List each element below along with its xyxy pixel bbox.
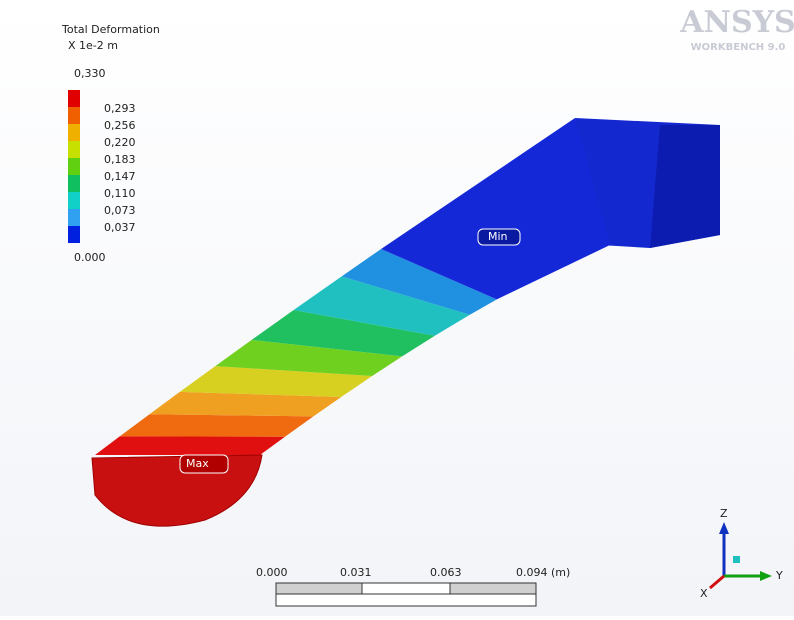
legend-swatch	[68, 90, 80, 107]
legend-label: 0.000	[74, 251, 106, 264]
legend-label: 0,220	[104, 136, 136, 149]
scale-segment	[450, 583, 536, 594]
scale-segment	[362, 583, 450, 594]
legend-label: 0,293	[104, 102, 136, 115]
legend-label: 0,073	[104, 204, 136, 217]
triad-z: Z	[720, 507, 728, 520]
legend-unit: X 1e-2 m	[68, 39, 118, 52]
triad-y: Y	[775, 569, 783, 582]
scale-label: 0.031	[340, 566, 372, 579]
legend-swatch	[68, 141, 80, 158]
legend-label: 0,256	[104, 119, 136, 132]
beam-band	[120, 414, 314, 437]
legend-swatch	[68, 192, 80, 209]
legend-swatch	[68, 175, 80, 192]
min-label: Min	[488, 230, 508, 243]
logo-version: WORKBENCH 9.0	[691, 42, 786, 53]
scale-bar	[276, 583, 536, 606]
legend-label: 0,183	[104, 153, 136, 166]
triad-x: X	[700, 587, 708, 600]
legend-swatch	[68, 209, 80, 226]
scale-segment	[276, 594, 536, 606]
legend-label: 0,037	[104, 221, 136, 234]
legend-swatch	[68, 107, 80, 124]
scale-segment	[276, 583, 362, 594]
block-face	[650, 125, 720, 248]
scale-label: 0.000	[256, 566, 288, 579]
viewport: Total Deformation X 1e-2 m 0,330 0,293 0,2…	[0, 0, 794, 616]
legend-label: 0,147	[104, 170, 136, 183]
legend-swatch	[68, 124, 80, 141]
legend-title: Total Deformation	[61, 23, 160, 36]
legend-swatch	[68, 158, 80, 175]
beam-band	[95, 436, 285, 455]
scale-label: 0.094 (m)	[516, 566, 570, 579]
legend-label: 0,110	[104, 187, 136, 200]
legend-label: 0,330	[74, 67, 106, 80]
legend-swatch	[68, 226, 80, 243]
logo-name: ANSYS	[679, 5, 794, 40]
max-label: Max	[186, 457, 209, 470]
scale-label: 0.063	[430, 566, 462, 579]
